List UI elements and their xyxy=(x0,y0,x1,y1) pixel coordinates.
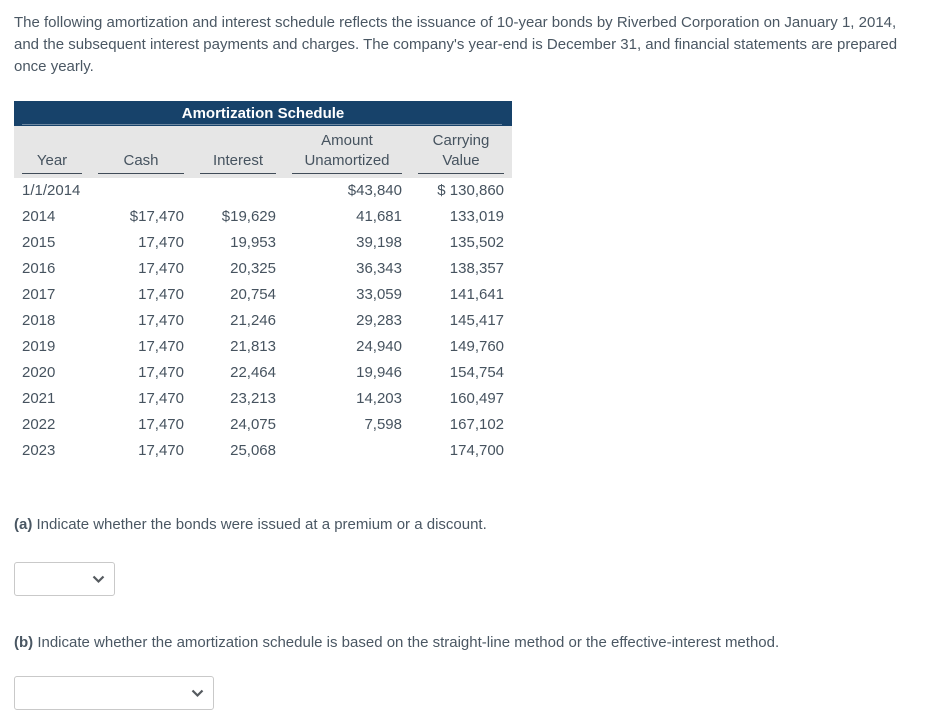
value-cell: 41,681 xyxy=(356,208,402,225)
value-cell: 23,213 xyxy=(230,390,276,407)
column-header: Amount Unamortized xyxy=(284,126,410,178)
value-cell: 25,068 xyxy=(230,442,276,459)
year-cell: 2018 xyxy=(22,312,56,329)
value-cell xyxy=(90,178,192,204)
value-cell xyxy=(284,438,410,464)
value-cell: 19,953 xyxy=(230,234,276,251)
question-b: (b) Indicate whether the amortization sc… xyxy=(14,632,914,653)
question-a-label: (a) xyxy=(14,516,33,533)
value-cell: 141,641 xyxy=(449,286,505,303)
value-cell: 17,470 xyxy=(138,234,184,251)
value-cell: 138,357 xyxy=(449,260,505,277)
value-cell: 36,343 xyxy=(356,260,402,277)
table-row: 1/1/2014 $43,840 $ 130,860 xyxy=(14,178,512,204)
value-cell: 24,940 xyxy=(356,338,402,355)
value-cell: 17,470 xyxy=(138,442,184,459)
year-cell: 2019 xyxy=(22,338,56,355)
column-header: Year xyxy=(14,126,90,178)
value-cell: 7,598 xyxy=(364,416,402,433)
value-cell: 17,470 xyxy=(138,312,184,329)
value-cell: $43,840 xyxy=(347,182,402,199)
value-cell: 145,417 xyxy=(449,312,505,329)
value-cell: 19,946 xyxy=(356,364,402,381)
value-cell: 17,470 xyxy=(138,364,184,381)
table-row: 2016 17,470 20,325 36,343 138,357 xyxy=(14,256,512,282)
table-row: 2014 $17,470 $19,629 41,681 133,019 xyxy=(14,204,512,230)
value-cell: 24,075 xyxy=(230,416,276,433)
value-cell: 160,497 xyxy=(449,390,505,407)
value-cell: $19,629 xyxy=(221,208,276,225)
value-cell: 154,754 xyxy=(449,364,505,381)
value-cell: 167,102 xyxy=(449,416,505,433)
value-cell: 17,470 xyxy=(138,390,184,407)
table-title: Amortization Schedule xyxy=(14,101,513,126)
question-b-label: (b) xyxy=(14,634,34,651)
table-row: 2018 17,470 21,246 29,283 145,417 xyxy=(14,308,512,334)
question-a-text: Indicate whether the bonds were issued a… xyxy=(36,516,487,533)
year-cell: 2016 xyxy=(22,260,56,277)
column-header: Carrying Value xyxy=(410,126,513,178)
column-header: Interest xyxy=(192,126,284,178)
intro-paragraph: The following amortization and interest … xyxy=(14,14,898,75)
chevron-down-icon xyxy=(92,575,105,584)
value-cell: 20,754 xyxy=(230,286,276,303)
year-cell: 2014 xyxy=(22,208,56,225)
value-cell: 17,470 xyxy=(138,260,184,277)
value-cell xyxy=(192,178,284,204)
value-cell: 33,059 xyxy=(356,286,402,303)
value-cell: 21,813 xyxy=(230,338,276,355)
value-cell: 29,283 xyxy=(356,312,402,329)
table-row: 2019 17,470 21,813 24,940 149,760 xyxy=(14,334,512,360)
table-column-header-row: Year Cash Interest Amount Unamortized Carryin… xyxy=(14,126,513,178)
value-cell: 133,019 xyxy=(449,208,505,225)
amortization-method-select[interactable] xyxy=(14,676,214,710)
year-cell: 2017 xyxy=(22,286,56,303)
table-row: 2020 17,470 22,464 19,946 154,754 xyxy=(14,360,512,386)
value-cell: $17,470 xyxy=(129,208,184,225)
year-cell: 2020 xyxy=(22,364,56,381)
value-cell: 17,470 xyxy=(138,286,184,303)
chevron-down-icon xyxy=(191,689,204,698)
amortization-table: Amortization Schedule Year Cash Interest Am… xyxy=(14,101,513,464)
table-row: 2023 17,470 25,068 174,700 xyxy=(14,438,512,464)
table-row: 2021 17,470 23,213 14,203 160,497 xyxy=(14,386,512,412)
year-cell: 1/1/2014 xyxy=(22,182,81,199)
value-cell: 21,246 xyxy=(230,312,276,329)
value-cell: 149,760 xyxy=(449,338,505,355)
value-cell: 17,470 xyxy=(138,338,184,355)
value-cell: 22,464 xyxy=(230,364,276,381)
premium-discount-select[interactable] xyxy=(14,562,115,596)
value-cell: $ 130,860 xyxy=(437,182,505,199)
year-cell: 2021 xyxy=(22,390,56,407)
value-cell: 20,325 xyxy=(230,260,276,277)
value-cell: 135,502 xyxy=(449,234,505,251)
year-cell: 2022 xyxy=(22,416,56,433)
value-cell: 174,700 xyxy=(449,442,505,459)
column-header: Cash xyxy=(90,126,192,178)
table-title-row: Amortization Schedule xyxy=(14,101,513,126)
year-cell: 2015 xyxy=(22,234,56,251)
value-cell: 17,470 xyxy=(138,416,184,433)
table-row: 2015 17,470 19,953 39,198 135,502 xyxy=(14,230,512,256)
table-row: 2022 17,470 24,075 7,598 167,102 xyxy=(14,412,512,438)
table-row: 2017 17,470 20,754 33,059 141,641 xyxy=(14,282,512,308)
value-cell: 14,203 xyxy=(356,390,402,407)
year-cell: 2023 xyxy=(22,442,56,459)
question-b-text: Indicate whether the amortization schedu… xyxy=(37,634,780,651)
question-a: (a) Indicate whether the bonds were issu… xyxy=(14,514,914,535)
value-cell: 39,198 xyxy=(356,234,402,251)
table-body: 1/1/2014 $43,840 $ 130,860 2014 $17,470 $19,6… xyxy=(14,178,512,464)
